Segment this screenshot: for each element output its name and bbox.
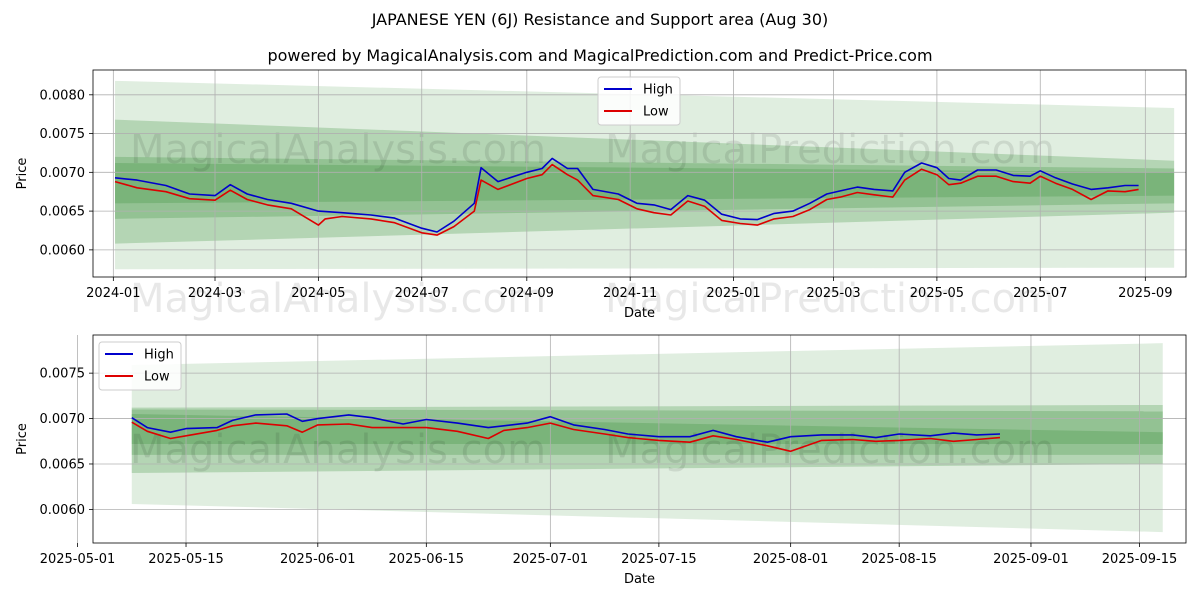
watermark-text: MagicalAnalysis.com <box>130 127 546 173</box>
y-axis-label: Price <box>15 158 30 190</box>
x-tick-label: 2025-05-15 <box>148 552 224 567</box>
y-tick-label: 0.0070 <box>40 412 86 427</box>
x-tick-label: 2025-09 <box>1118 286 1172 301</box>
chart-title: JAPANESE YEN (6J) Resistance and Support… <box>371 10 829 29</box>
x-axis-label: Date <box>624 572 655 587</box>
y-tick-label: 0.0065 <box>40 205 86 220</box>
x-tick-label: 2024-05 <box>291 286 345 301</box>
legend-label-high: High <box>643 83 673 98</box>
y-tick-label: 0.0080 <box>40 88 86 103</box>
x-tick-label: 2025-03 <box>806 286 860 301</box>
x-tick-label: 2025-01 <box>706 286 760 301</box>
band-outer <box>131 343 1163 533</box>
y-tick-label: 0.0060 <box>40 243 86 258</box>
y-tick-label: 0.0060 <box>40 503 86 518</box>
watermark-text: MagicalAnalysis.com <box>130 427 546 473</box>
x-tick-label: 2025-07-01 <box>513 552 589 567</box>
x-tick-label: 2025-06-15 <box>389 552 465 567</box>
chart-panel-2: MagicalAnalysis.com MagicalPrediction.com… <box>15 334 1187 587</box>
chart-panel-1: MagicalAnalysis.com MagicalPrediction.com… <box>15 69 1187 322</box>
legend-label-low: Low <box>643 105 669 120</box>
y-tick-label: 0.0070 <box>40 166 86 181</box>
series-line-high <box>131 413 1001 443</box>
watermark-text: MagicalAnalysis.com <box>130 276 546 322</box>
x-tick-label: 2025-06-01 <box>280 552 356 567</box>
y-tick-label: 0.0065 <box>40 457 86 472</box>
x-tick-label: 2024-09 <box>500 286 554 301</box>
x-tick-label: 2025-05 <box>910 286 964 301</box>
x-tick-label: 2025-08-15 <box>861 552 937 567</box>
legend-label-high: High <box>144 348 174 363</box>
y-axis-label: Price <box>15 423 30 455</box>
y-tick-label: 0.0075 <box>40 127 86 142</box>
series-line-high <box>114 157 1139 233</box>
band-core <box>115 163 1175 204</box>
x-tick-label: 2024-03 <box>188 286 242 301</box>
x-axis-label: Date <box>624 306 655 321</box>
x-tick-label: 2024-07 <box>395 286 449 301</box>
band-outer <box>115 80 1175 270</box>
x-tick-label: 2025-09-15 <box>1102 552 1178 567</box>
x-tick-label: 2025-07-15 <box>621 552 697 567</box>
band-mid <box>115 119 1175 244</box>
x-tick-label: 2024-01 <box>86 286 140 301</box>
x-tick-label: 2025-07 <box>1013 286 1067 301</box>
legend-label-low: Low <box>144 370 170 385</box>
series-line-low <box>131 421 1001 453</box>
chart-subtitle: powered by MagicalAnalysis.com and Magic… <box>267 46 933 65</box>
y-tick-label: 0.0075 <box>40 367 86 382</box>
x-tick-label: 2025-09-01 <box>993 552 1069 567</box>
x-tick-label: 2025-08-01 <box>753 552 829 567</box>
series-line-low <box>114 163 1139 236</box>
x-tick-label: 2025-05-01 <box>40 552 116 567</box>
x-tick-label: 2024-11 <box>603 286 657 301</box>
watermark-text: MagicalPrediction.com <box>605 276 1055 322</box>
plot-frame <box>92 334 1187 544</box>
plot-frame <box>92 69 1187 278</box>
watermark-text: MagicalPrediction.com <box>605 127 1055 173</box>
